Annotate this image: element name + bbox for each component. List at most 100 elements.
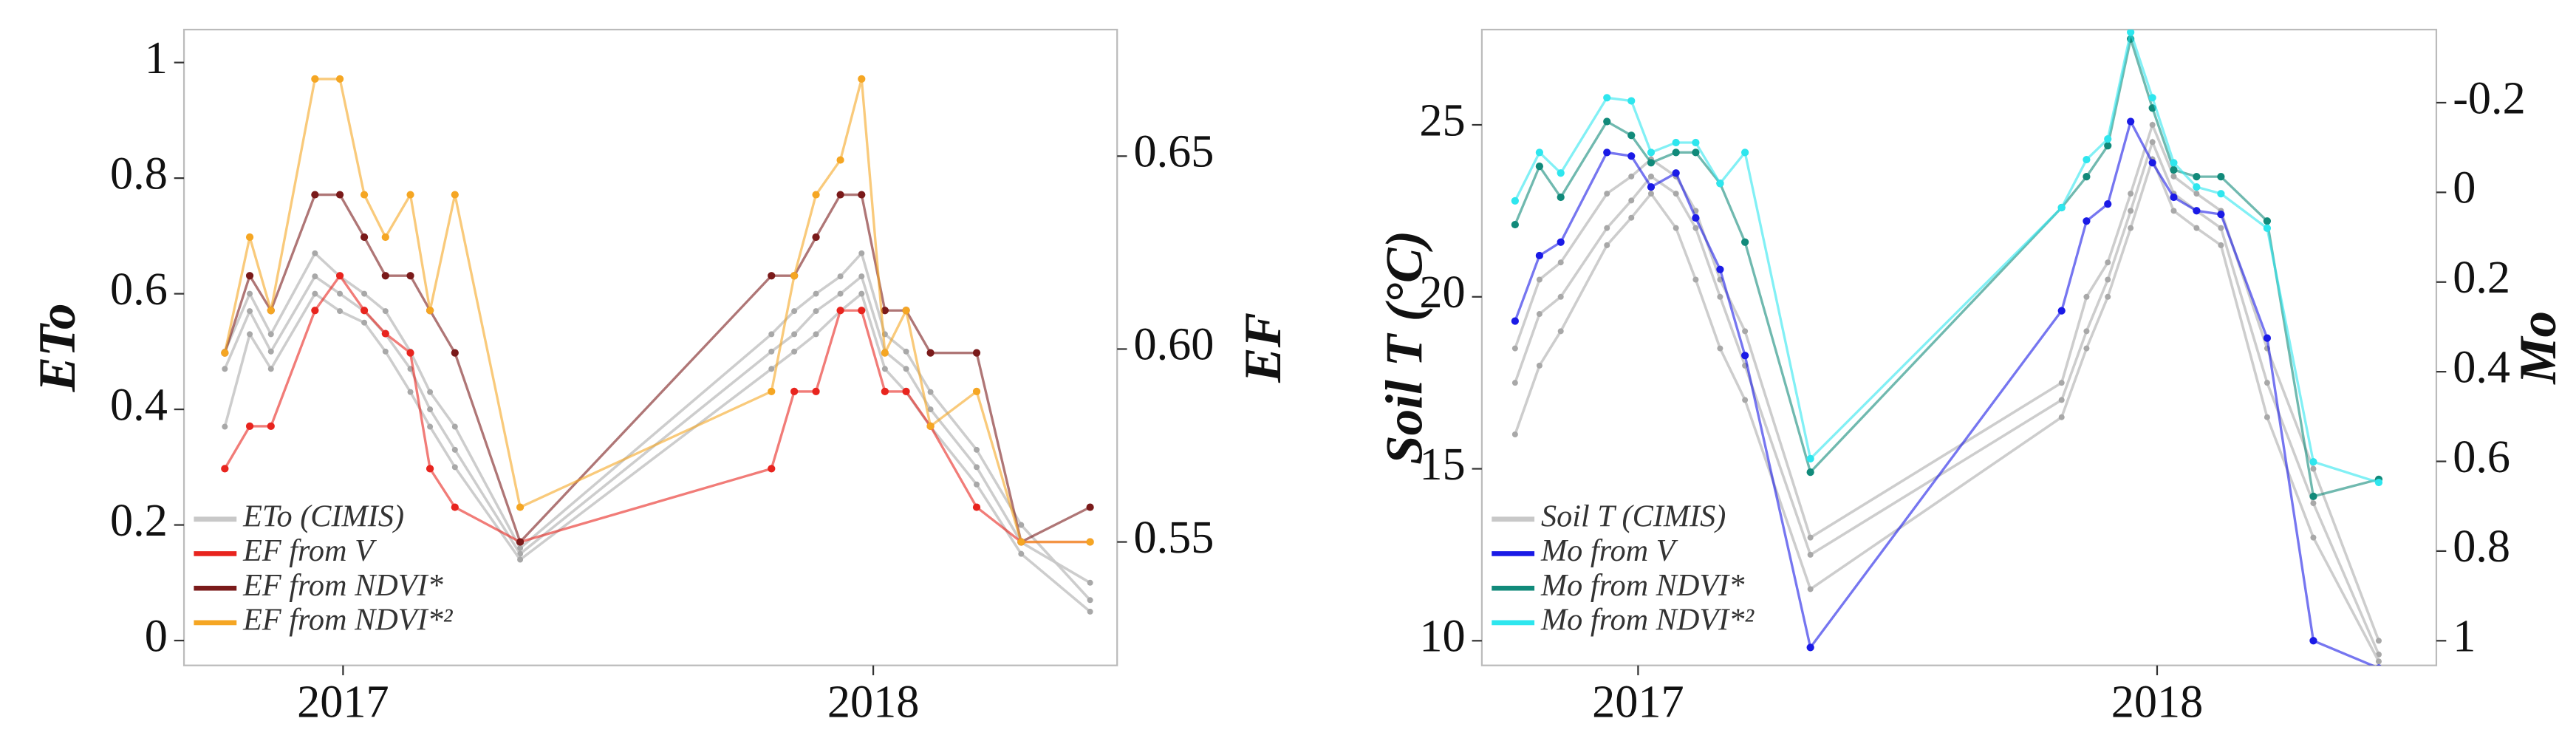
y2-tick-label: 0.2 <box>2453 253 2510 303</box>
data-point <box>858 273 865 280</box>
data-point <box>1717 345 1723 352</box>
data-point <box>1535 148 1544 157</box>
data-point <box>2057 203 2066 212</box>
data-point <box>2374 478 2383 487</box>
data-point <box>2083 155 2091 164</box>
data-point <box>790 387 799 396</box>
plot-frame <box>182 28 1118 666</box>
y2-tick-label: 0 <box>2453 163 2476 214</box>
data-point <box>1717 293 1723 300</box>
y2-tick-label: -0.2 <box>2453 73 2526 123</box>
y2-tick-label: 0.60 <box>1133 320 1214 370</box>
data-point <box>881 366 888 372</box>
data-point <box>2193 191 2200 197</box>
data-point <box>2310 500 2317 507</box>
data-point <box>245 422 254 431</box>
data-point <box>267 348 274 355</box>
data-point <box>2083 328 2090 335</box>
data-point <box>361 319 368 326</box>
data-point <box>2375 638 2382 644</box>
data-point <box>1628 173 1635 180</box>
data-point <box>881 307 889 315</box>
data-point <box>1807 551 1814 558</box>
data-point <box>1692 138 1700 147</box>
data-point <box>1087 597 1093 604</box>
data-point <box>2263 334 2272 342</box>
data-point <box>406 191 414 199</box>
data-point <box>903 366 909 372</box>
data-point <box>2170 173 2177 180</box>
data-point <box>2128 191 2134 197</box>
data-point <box>974 481 980 488</box>
data-point <box>247 290 253 297</box>
legend-label: ETo (CIMIS) <box>242 499 404 533</box>
y-tick-label: 0 <box>145 611 168 661</box>
data-point <box>1604 191 1610 197</box>
data-point <box>516 503 525 511</box>
data-point <box>360 307 369 315</box>
data-point <box>267 366 274 372</box>
series-line <box>223 273 1090 544</box>
data-point <box>1627 97 1636 105</box>
data-point <box>1535 251 1544 260</box>
data-point <box>836 156 844 164</box>
data-point <box>2128 208 2134 214</box>
data-point <box>768 331 775 338</box>
y-tick-label: 0.6 <box>110 264 168 315</box>
data-point <box>312 250 318 256</box>
data-point <box>516 538 525 546</box>
data-point <box>406 272 414 280</box>
data-point <box>311 307 319 315</box>
series-line <box>1514 30 2379 484</box>
data-point <box>2193 207 2201 215</box>
data-point <box>2217 173 2225 181</box>
data-point <box>790 272 799 280</box>
series-line <box>223 274 1091 584</box>
data-point <box>858 75 866 83</box>
data-point <box>2148 94 2156 102</box>
chart: 0 0.2 0.4 0.6 0.8 1 0.55 0.60 0.65 2017 2018 ETo EF E… <box>29 28 1292 728</box>
data-point <box>2375 658 2382 665</box>
data-point <box>2149 122 2156 129</box>
data-point <box>382 348 389 355</box>
data-point <box>926 349 935 357</box>
data-point <box>517 544 524 551</box>
data-point <box>381 272 389 280</box>
data-point <box>1647 182 1656 191</box>
data-point <box>2263 217 2272 225</box>
data-point <box>1557 328 1564 335</box>
data-point <box>858 250 865 256</box>
data-point <box>2104 135 2112 143</box>
y-tick-label: 0.8 <box>110 148 168 199</box>
data-point <box>407 389 414 395</box>
data-point <box>768 387 776 396</box>
data-point <box>2264 414 2270 420</box>
data-point <box>1535 163 1544 171</box>
data-point <box>1647 159 1656 167</box>
plot-area <box>221 75 1094 615</box>
data-point <box>2149 139 2156 146</box>
data-point <box>974 464 980 471</box>
data-point <box>1536 311 1542 318</box>
plot-frame <box>1480 28 2438 666</box>
data-point <box>245 272 254 280</box>
data-point <box>2105 259 2111 266</box>
data-point <box>1807 586 1814 593</box>
y2-tick-label: 0.6 <box>2453 432 2510 482</box>
data-point <box>1511 317 1519 325</box>
legend-label: Soil T (CIMIS) <box>1541 499 1726 533</box>
y-tick-label: 20 <box>1419 267 1465 318</box>
data-point <box>2309 637 2317 645</box>
legend-label: EF from NDVI* <box>242 568 444 603</box>
data-point <box>1673 191 1679 197</box>
data-point <box>813 331 819 338</box>
y2-tick-label: 0.65 <box>1133 127 1214 177</box>
series-line <box>1514 155 2380 663</box>
y-tick-label: 0.2 <box>110 496 168 546</box>
data-point <box>1087 608 1093 615</box>
data-point <box>972 503 981 511</box>
data-point <box>312 290 318 297</box>
data-point <box>1806 454 1814 463</box>
data-point <box>335 75 344 83</box>
